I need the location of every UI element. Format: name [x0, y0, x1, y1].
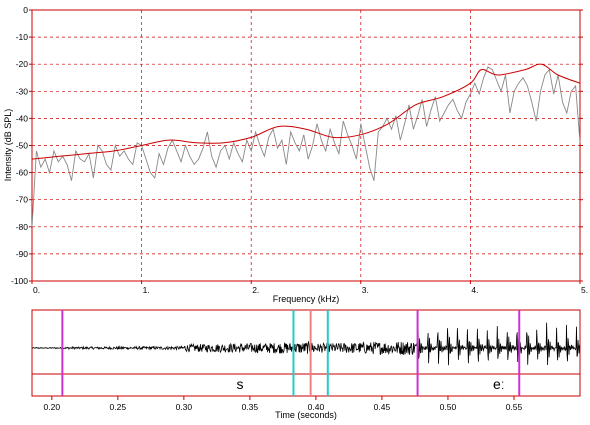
x-tick-label: 2.	[252, 285, 259, 295]
segment-boundary-markers	[61, 310, 521, 396]
spectrum-x-axis-label: Frequency (kHz)	[273, 294, 340, 304]
time-x-axis-label: Time (seconds)	[275, 410, 337, 420]
spectrum-x-ticks: 0. 1. 2. 3. 4. 5.	[31, 281, 588, 295]
time-tick-label: 0.35	[242, 402, 259, 412]
y-tick-label: -40	[16, 113, 29, 123]
time-tick-label: 0.20	[44, 402, 61, 412]
segment-label: eː	[493, 376, 505, 392]
y-tick-label: -50	[16, 141, 29, 151]
smoothed-envelope-line	[31, 63, 581, 160]
segment-label: s	[236, 376, 243, 392]
spectrum-y-ticks: 0 -10 -20 -30 -40 -50 -60 -70 -80 -90 -100	[11, 5, 583, 286]
time-tick-label: 0.25	[110, 402, 127, 412]
segment-labels: s eː	[236, 376, 504, 392]
waveform-panel: s eː 0.20 0.25 0.30 0.35 0.40 0.45 0.50 0.55 Tim…	[31, 309, 581, 420]
time-tick-label: 0.45	[374, 402, 391, 412]
time-tick-label: 0.40	[308, 402, 325, 412]
time-x-ticks: 0.20 0.25 0.30 0.35 0.40 0.45 0.50 0.55	[44, 396, 523, 412]
time-tick-label: 0.30	[176, 402, 193, 412]
y-tick-label: -60	[16, 168, 29, 178]
y-tick-label: -90	[16, 249, 29, 259]
x-tick-label: 1.	[143, 285, 150, 295]
spectrum-grid	[32, 10, 580, 281]
x-tick-label: 4.	[471, 285, 478, 295]
y-tick-label: -70	[16, 195, 29, 205]
time-tick-label: 0.55	[506, 402, 523, 412]
time-tick-label: 0.50	[440, 402, 457, 412]
y-tick-label: -30	[16, 86, 29, 96]
y-tick-label: 0	[23, 5, 28, 15]
y-tick-label: -20	[16, 59, 29, 69]
y-tick-label: -10	[16, 32, 29, 42]
y-tick-label: -80	[16, 222, 29, 232]
x-tick-label: 0.	[33, 285, 40, 295]
x-tick-label: 5.	[581, 285, 588, 295]
waveform-trace	[31, 322, 581, 366]
spectrum-panel: 0 -10 -20 -30 -40 -50 -60 -70 -80 -90 -100 0. 1. 2. 3…	[3, 5, 588, 304]
spectrum-y-axis-label: Intensity (dB SPL)	[3, 109, 13, 182]
raw-spectrum-line	[31, 66, 581, 227]
y-tick-label: -100	[11, 276, 28, 286]
x-tick-label: 3.	[362, 285, 369, 295]
